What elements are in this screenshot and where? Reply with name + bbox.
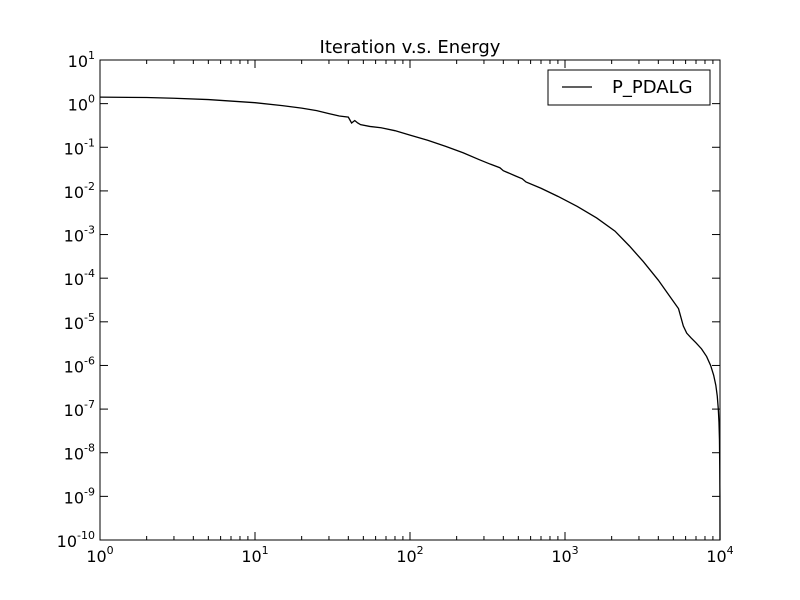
legend-box xyxy=(547,69,711,106)
y-tick-label: 10-5 xyxy=(64,311,95,333)
x-tick-label: 101 xyxy=(241,544,268,566)
series-line-p-pdalg xyxy=(99,96,721,541)
y-tick-label: 10-9 xyxy=(64,485,95,507)
axes: 100 101 102 103 104 101 100 10-1 10-2 10-3 10-4 10-… xyxy=(57,49,734,566)
y-tick-label: 10-6 xyxy=(64,354,95,376)
plot-frame xyxy=(99,59,721,541)
x-tick-label: 100 xyxy=(86,544,113,566)
x-tick-label: 103 xyxy=(551,544,578,566)
y-tick-label: 10-7 xyxy=(64,398,95,420)
x-tick-label: 102 xyxy=(396,544,423,566)
x-tick-label: 104 xyxy=(706,544,733,566)
y-tick-label: 10-8 xyxy=(64,442,95,464)
y-tick-label: 10-3 xyxy=(64,224,95,246)
y-tick-label: 10-10 xyxy=(57,529,95,551)
y-tick-label: 101 xyxy=(68,49,95,71)
plot-area xyxy=(99,96,721,541)
y-tick-label: 10-2 xyxy=(64,180,95,202)
y-tick-label: 100 xyxy=(68,93,95,115)
legend: P_PDALG xyxy=(547,69,711,106)
chart-title: Iteration v.s. Energy xyxy=(320,37,501,58)
legend-label: P_PDALG xyxy=(612,77,693,98)
y-tick-label: 10-4 xyxy=(64,267,95,289)
y-tick-label: 10-1 xyxy=(64,136,95,158)
